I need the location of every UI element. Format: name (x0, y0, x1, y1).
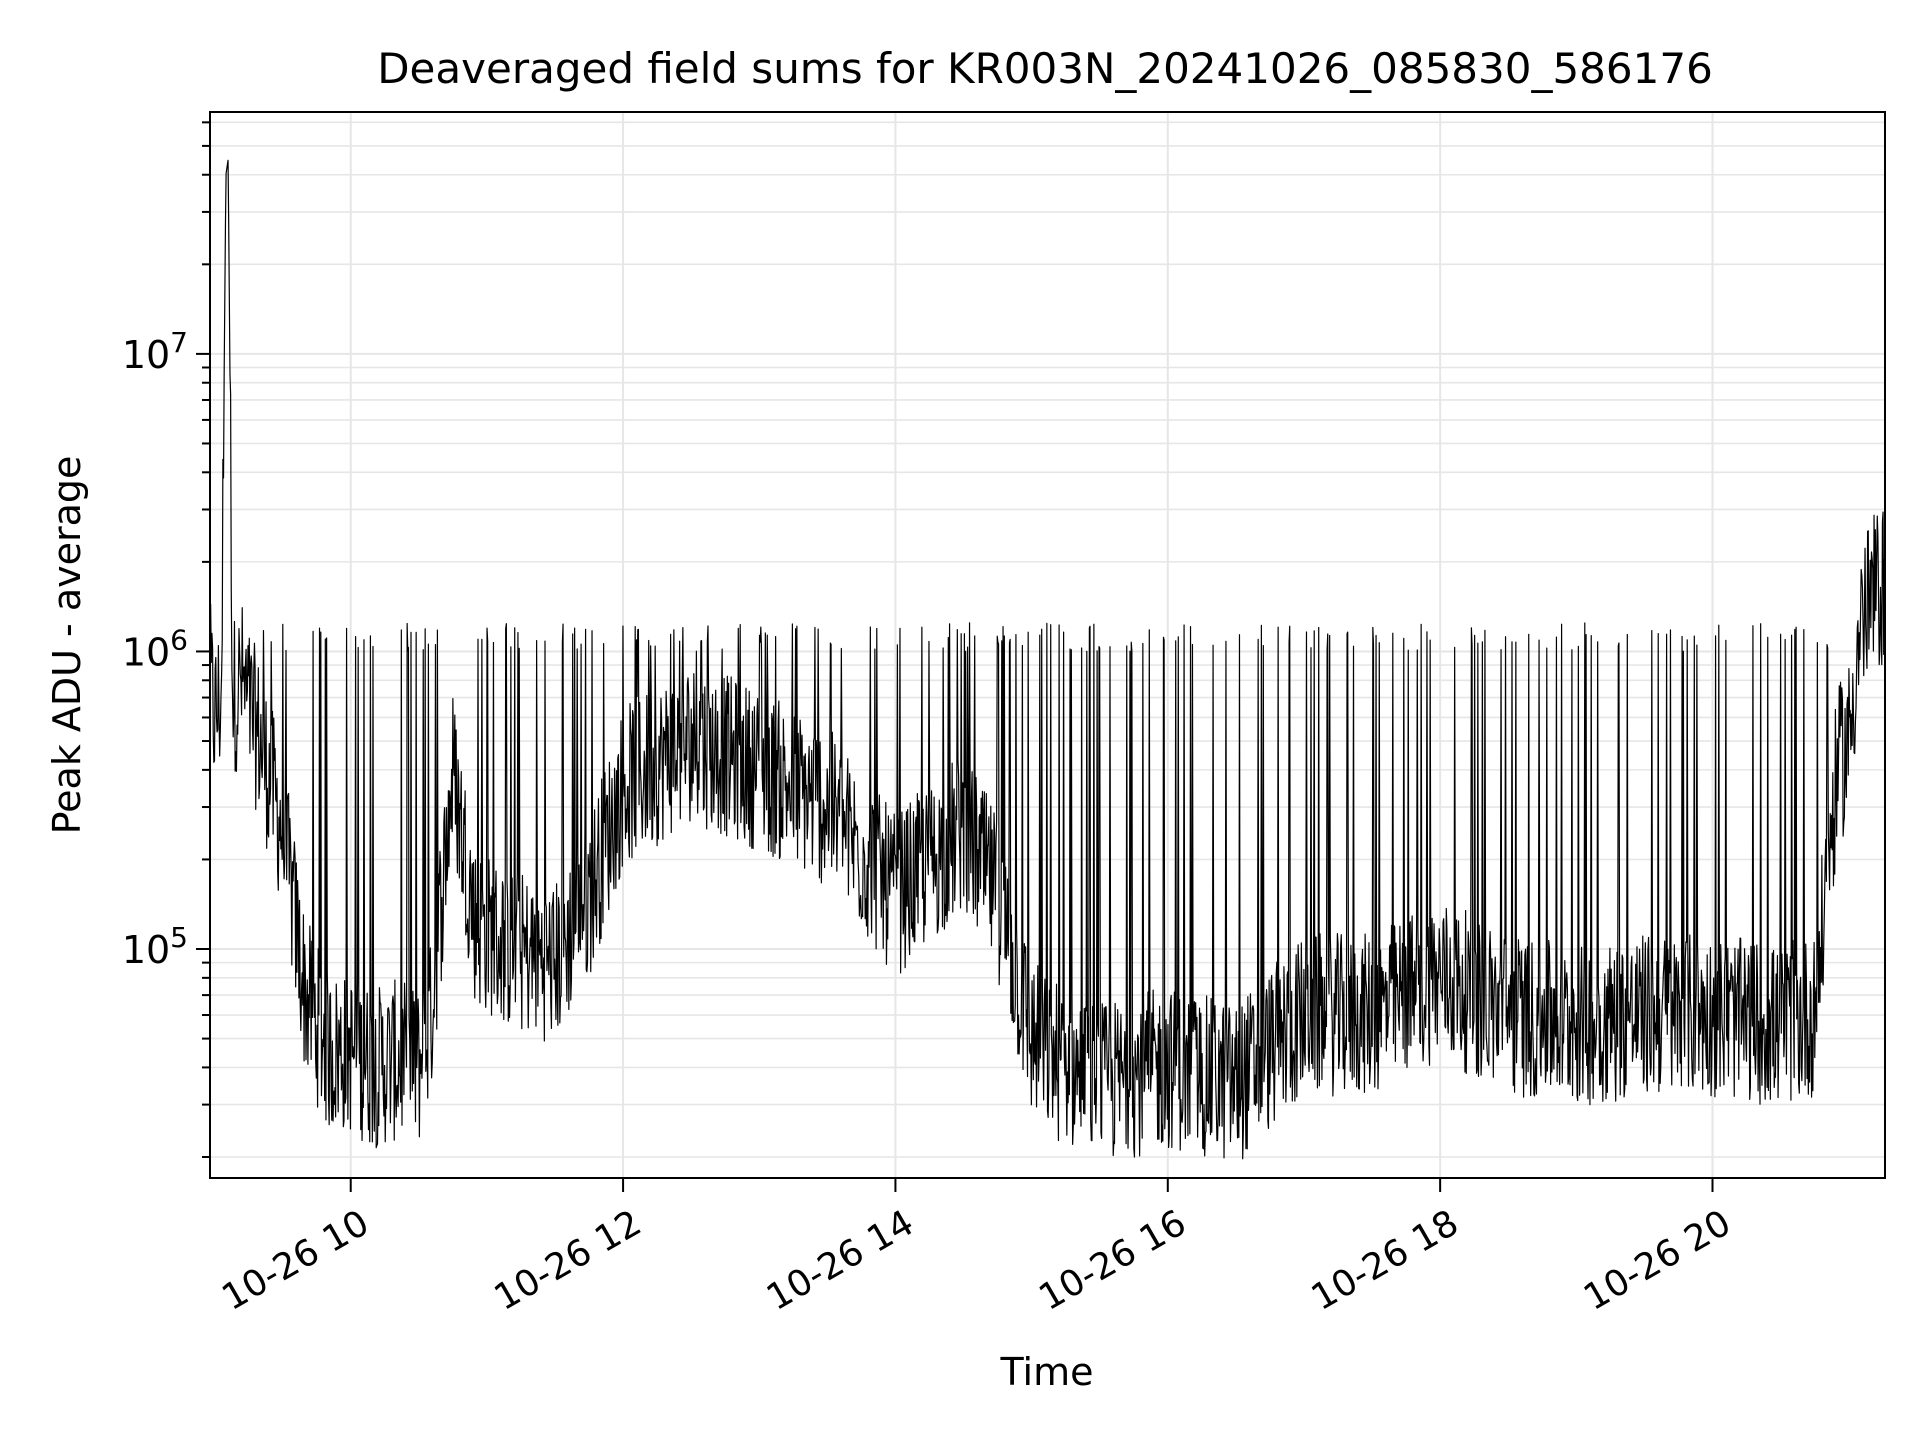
y-tick-label: 107 (122, 326, 188, 377)
x-axis-label: Time (1000, 1350, 1094, 1394)
plot-area-frame (209, 111, 1886, 1179)
data-series-line (209, 159, 1886, 1160)
y-tick-label: 106 (122, 623, 188, 674)
y-axis-label: Peak ADU - average (45, 456, 89, 835)
y-tick-label: 105 (122, 921, 188, 972)
chart-title: Deaveraged field sums for KR003N_2024102… (377, 44, 1713, 93)
